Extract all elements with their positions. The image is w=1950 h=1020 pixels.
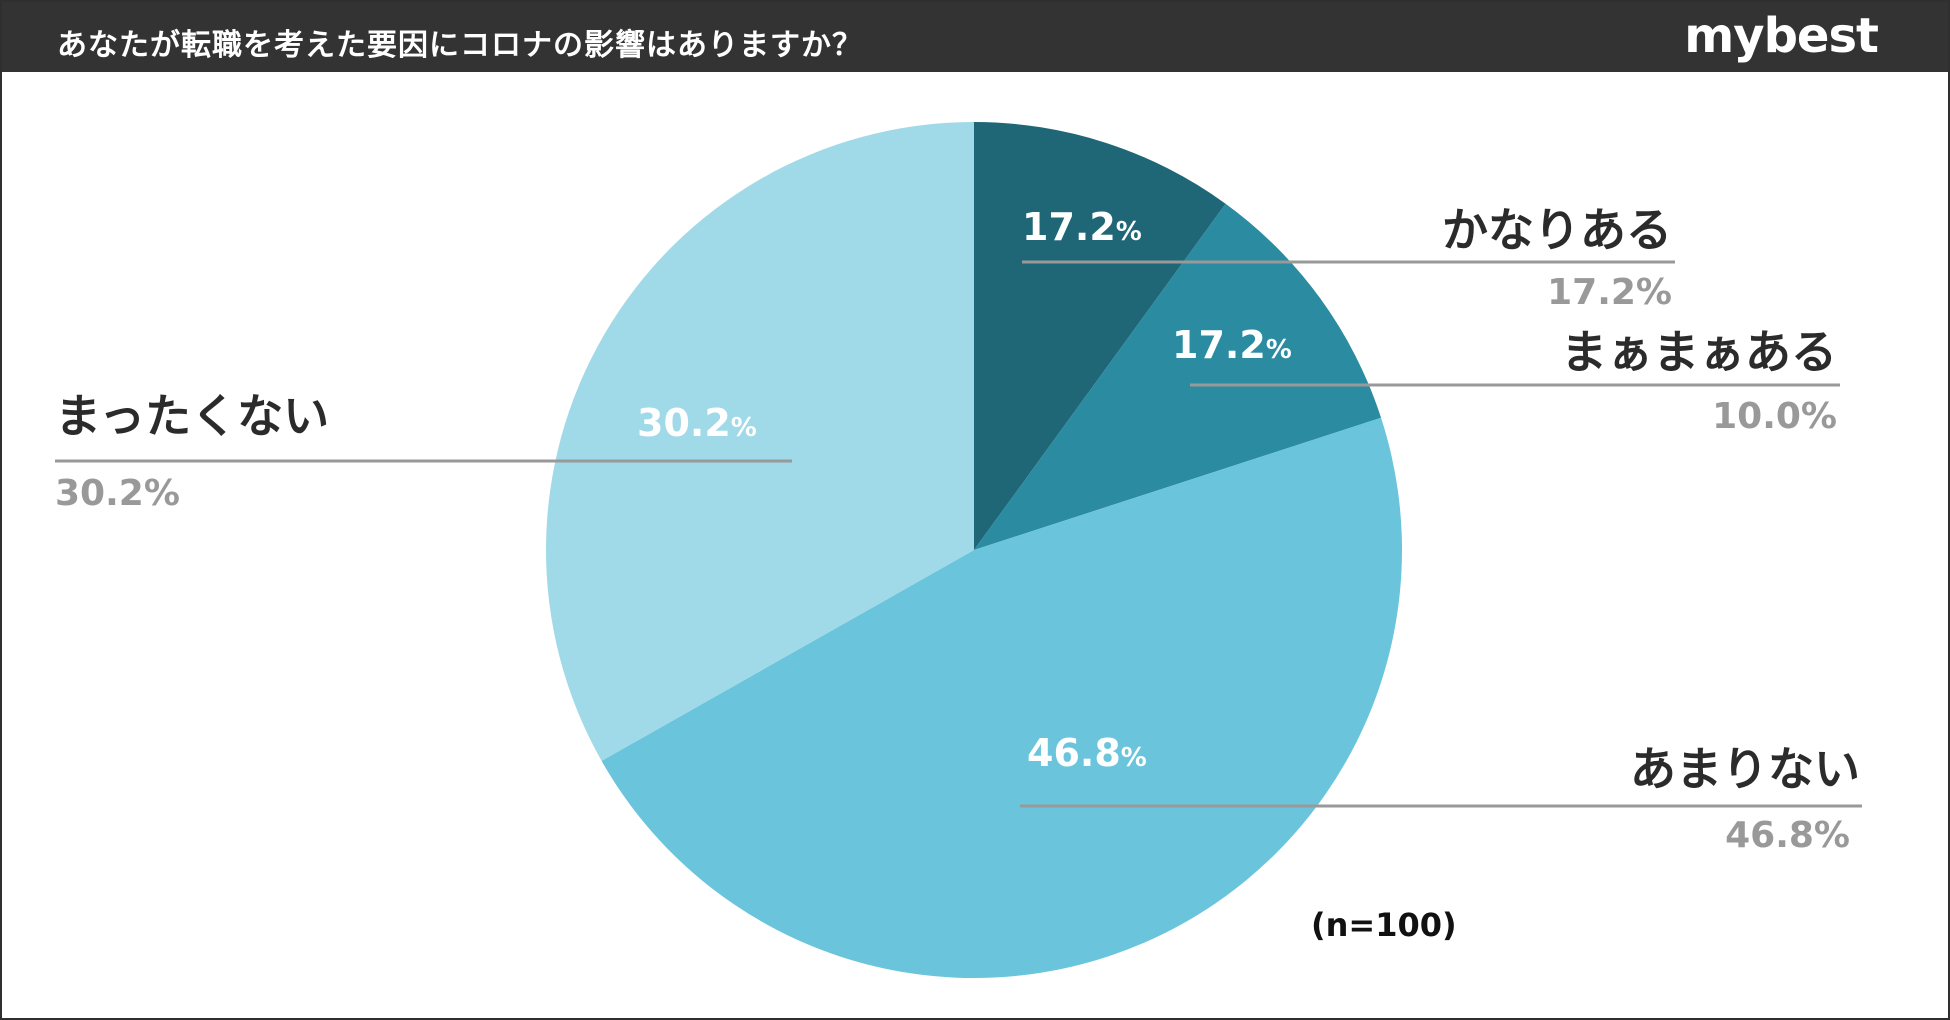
slice-inner-label-mattaku-nai: 30.2%	[637, 401, 757, 445]
slice-inner-label-kanari-aru: 17.2%	[1022, 205, 1142, 249]
legend-value-kanari-aru: 17.2%	[1547, 272, 1672, 313]
pie-slice-amari-nai	[601, 417, 1403, 979]
leader-lines	[55, 260, 1862, 808]
pie-slices	[545, 122, 1403, 979]
brand-logo: mybest	[1684, 8, 1879, 64]
legend-label-kanari-aru: かなりある	[1442, 203, 1672, 257]
legend-label-amari-nai: あまりない	[1630, 742, 1860, 796]
header-bar: あなたが転職を考えた要因にコロナの影響はありますか？ mybest	[2, 2, 1948, 72]
pie-slice-maamaa-aru	[974, 203, 1382, 550]
legend-value-maamaa-aru: 10.0%	[1712, 396, 1837, 437]
slice-inner-label-maamaa-aru: 17.2%	[1172, 323, 1292, 367]
legend-value-amari-nai: 46.8%	[1725, 815, 1850, 856]
slice-inner-label-amari-nai: 46.8%	[1027, 731, 1147, 775]
chart-title: あなたが転職を考えた要因にコロナの影響はありますか？	[57, 28, 863, 63]
legend-label-mattaku-nai: まったくない	[55, 389, 329, 443]
pie-slice-kanari-aru	[974, 122, 1226, 550]
pie-slice-mattaku-nai	[545, 122, 974, 761]
sample-size-note: (n=100)	[1311, 906, 1457, 944]
legend-value-mattaku-nai: 30.2%	[55, 473, 180, 514]
legend-label-maamaa-aru: まぁまぁある	[1561, 325, 1837, 379]
